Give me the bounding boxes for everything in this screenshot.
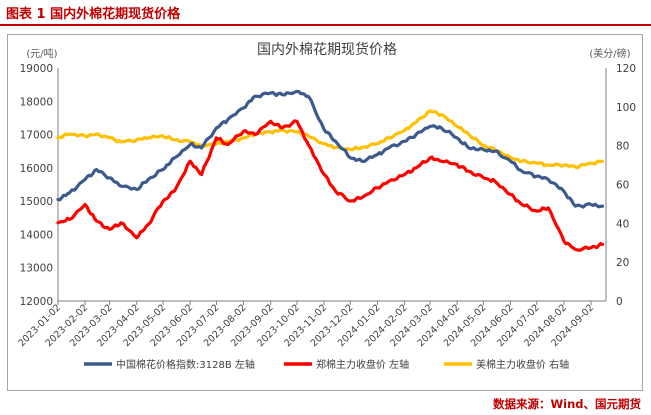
right-tick-label: 100 [616, 102, 636, 114]
legend-label: 郑棉主力收盘价 左轴 [316, 358, 409, 371]
series-line-2 [56, 109, 605, 170]
figure-header: 图表 1 国内外棉花期现货价格 [0, 0, 651, 26]
left-tick-label: 12000 [20, 296, 53, 308]
figure-caption: 图表 1 国内外棉花期现货价格 [6, 7, 181, 22]
left-tick-label: 14000 [20, 229, 53, 241]
chart-title: 国内外棉花期现货价格 [257, 41, 397, 58]
left-tick-label: 16000 [20, 163, 53, 175]
left-tick-label: 15000 [20, 196, 53, 208]
legend: 中国棉花价格指数:3128B 左轴 郑棉主力收盘价 左轴 美棉主力收盘价 右轴 [84, 358, 569, 371]
right-tick-label: 60 [616, 180, 629, 192]
left-tick-label: 19000 [20, 63, 53, 75]
data-source: 数据来源：Wind、国元期货 [492, 397, 641, 411]
right-axis-unit: (美分/磅) [589, 47, 630, 60]
right-tick-label: 80 [616, 141, 629, 153]
left-tick-label: 17000 [20, 130, 53, 142]
right-tick-label: 40 [616, 218, 629, 230]
legend-label: 中国棉花价格指数:3128B 左轴 [116, 358, 255, 371]
left-tick-label: 13000 [20, 263, 53, 275]
series-lines [56, 89, 605, 252]
right-tick-label: 120 [616, 63, 636, 75]
right-tick-label: 20 [616, 257, 629, 269]
legend-label: 美棉主力收盘价 右轴 [476, 358, 569, 371]
left-tick-label: 18000 [20, 96, 53, 108]
right-tick-label: 0 [616, 296, 623, 308]
series-line-0 [56, 89, 605, 209]
axes: 19000 18000 17000 16000 15000 14000 13000 12000… [16, 63, 636, 349]
left-axis-unit: (元/吨) [26, 47, 57, 60]
series-line-1 [56, 119, 605, 252]
